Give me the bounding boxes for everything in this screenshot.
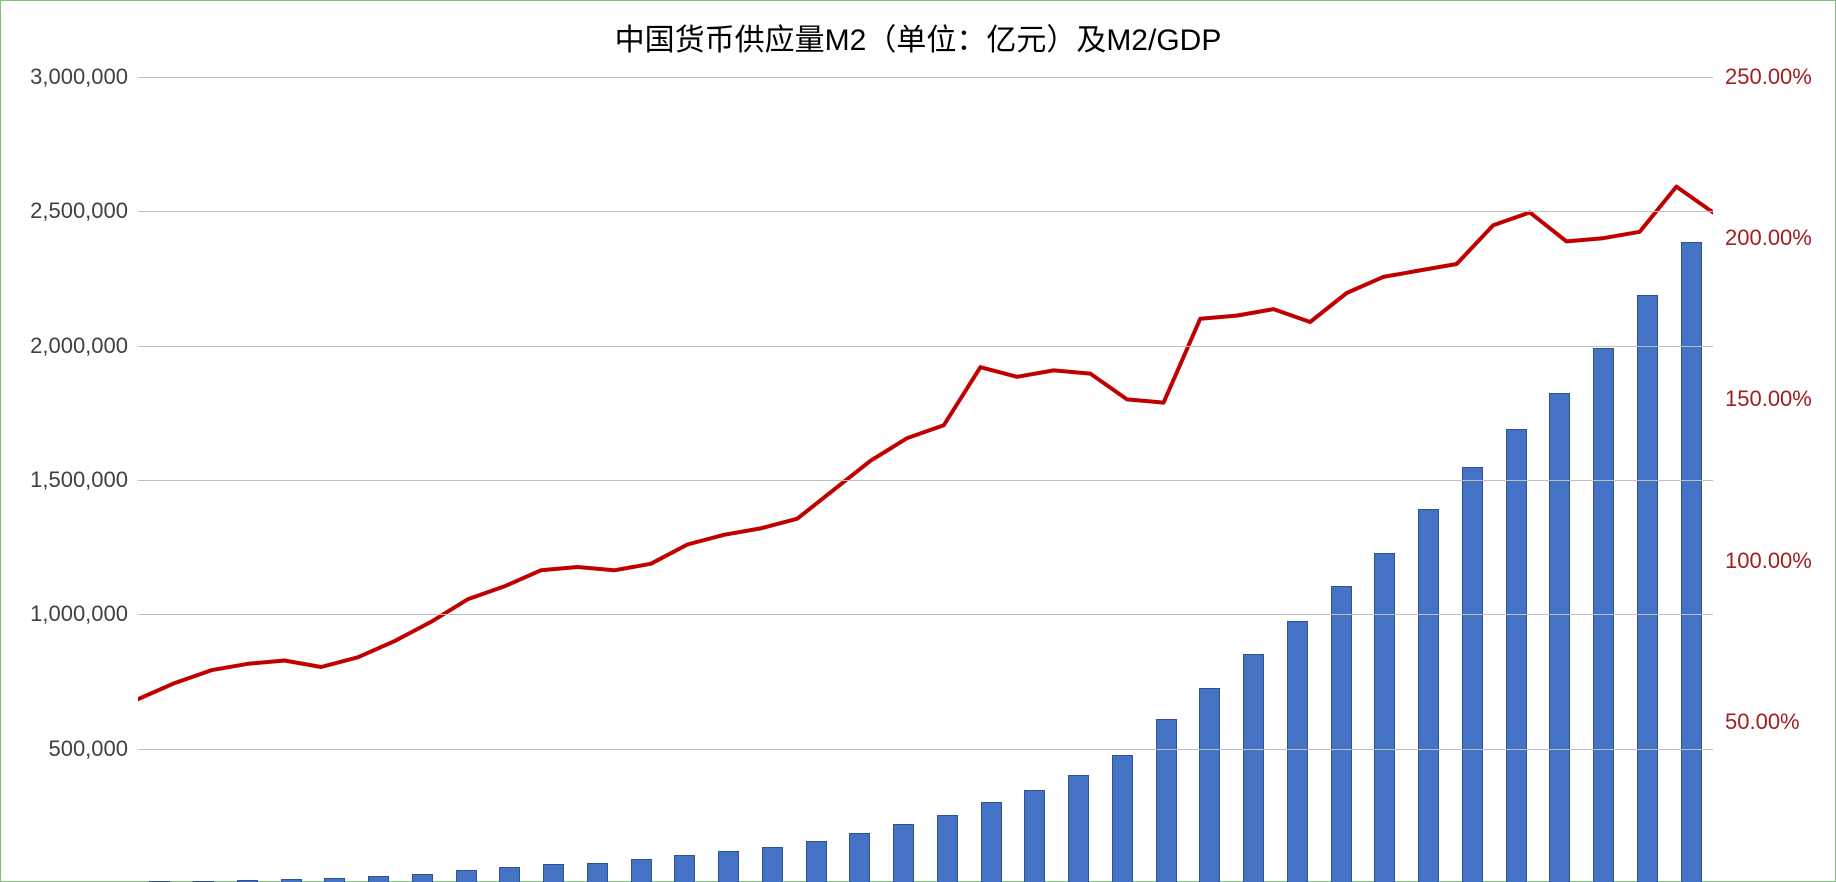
gridline (138, 480, 1713, 481)
y-right-tick-label: 100.00% (1725, 548, 1836, 574)
y-right-tick-label: 200.00% (1725, 225, 1836, 251)
chart-title: 中国货币供应量M2（单位：亿元）及M2/GDP (1, 15, 1835, 59)
y-left-tick-label: 3,000,000 (8, 64, 128, 90)
gridline (138, 211, 1713, 212)
gridline (138, 77, 1713, 78)
y-left-tick-label: 1,000,000 (8, 601, 128, 627)
y-left-tick-label: 2,500,000 (8, 198, 128, 224)
y-right-tick-label: 150.00% (1725, 386, 1836, 412)
y-right-tick-label: 250.00% (1725, 64, 1836, 90)
gridline (138, 749, 1713, 750)
y-left-tick-label: 1,500,000 (8, 467, 128, 493)
y-left-tick-label: 500,000 (8, 736, 128, 762)
gridline (138, 346, 1713, 347)
gridline (138, 614, 1713, 615)
y-left-tick-label: 2,000,000 (8, 333, 128, 359)
y-right-tick-label: 50.00% (1725, 709, 1836, 735)
m2-gdp-line (138, 187, 1713, 700)
chart-container: 中国货币供应量M2（单位：亿元）及M2/GDP 500,0001,000,000… (0, 0, 1836, 882)
plot-area: 500,0001,000,0001,500,0002,000,0002,500,… (138, 77, 1713, 882)
